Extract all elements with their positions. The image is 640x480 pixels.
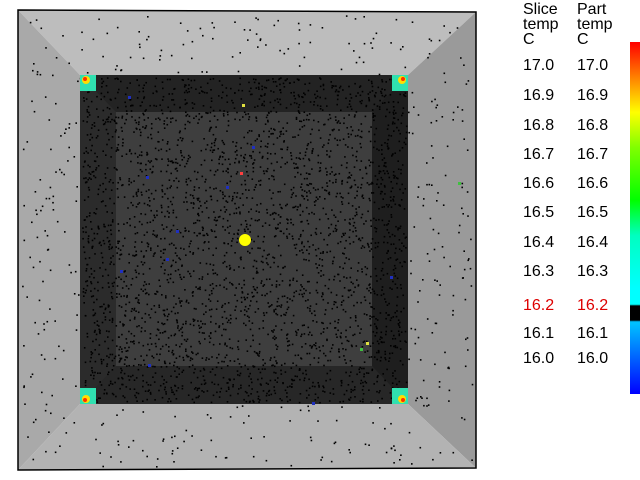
inner-slab-right (372, 75, 408, 404)
part-temp-value: 16.0 (577, 350, 609, 367)
outer-frame-border (17, 9, 477, 471)
part-temp-value: 16.4 (577, 234, 609, 251)
slice-temp-value: 16.2 (523, 297, 555, 314)
vent-top-right-icon (392, 75, 408, 91)
temperature-legend: Slice temp C Part temp C 17.0 17.0 16.9 16.… (515, 0, 640, 480)
temperature-colorbar (630, 42, 640, 394)
part-temp-value: 16.3 (577, 263, 609, 280)
part-temp-header: Part temp C (577, 1, 613, 48)
part-temp-value: 16.1 (577, 325, 609, 342)
slice-temp-value: 16.9 (523, 87, 555, 104)
part-temp-value: 16.6 (577, 175, 609, 192)
inner-slab-bottom (80, 366, 408, 404)
part-temp-value: 16.8 (577, 117, 609, 134)
part-temp-value: 16.9 (577, 87, 609, 104)
part-temp-value: 16.2 (577, 297, 609, 314)
vent-bottom-left-icon (80, 388, 96, 404)
inner-slab-left (80, 75, 116, 404)
slice-temp-value: 17.0 (523, 57, 555, 74)
slice-temp-value: 16.1 (523, 325, 555, 342)
particle-cloud (22, 15, 474, 468)
slice-temp-value: 16.0 (523, 350, 555, 367)
outer-frame-left (18, 10, 80, 470)
slice-temp-value: 16.3 (523, 263, 555, 280)
slice-temp-value: 16.7 (523, 146, 555, 163)
part-temp-value: 16.5 (577, 204, 609, 221)
slice-temp-value: 16.6 (523, 175, 555, 192)
3d-scene-viewport[interactable] (0, 0, 490, 480)
slice-temp-header: Slice temp C (523, 1, 559, 48)
vent-bottom-right-icon (392, 388, 408, 404)
inner-slab-top (80, 75, 408, 112)
slice-temp-value: 16.5 (523, 204, 555, 221)
vent-top-left-icon (80, 75, 96, 91)
part-temp-value: 17.0 (577, 57, 609, 74)
outer-frame-bottom (18, 404, 476, 470)
highlighted-particle[interactable] (239, 234, 251, 246)
slice-temp-value: 16.8 (523, 117, 555, 134)
outer-frame-top (18, 10, 476, 75)
part-temp-value: 16.7 (577, 146, 609, 163)
slice-temp-value: 16.4 (523, 234, 555, 251)
outer-frame-right (408, 12, 476, 468)
